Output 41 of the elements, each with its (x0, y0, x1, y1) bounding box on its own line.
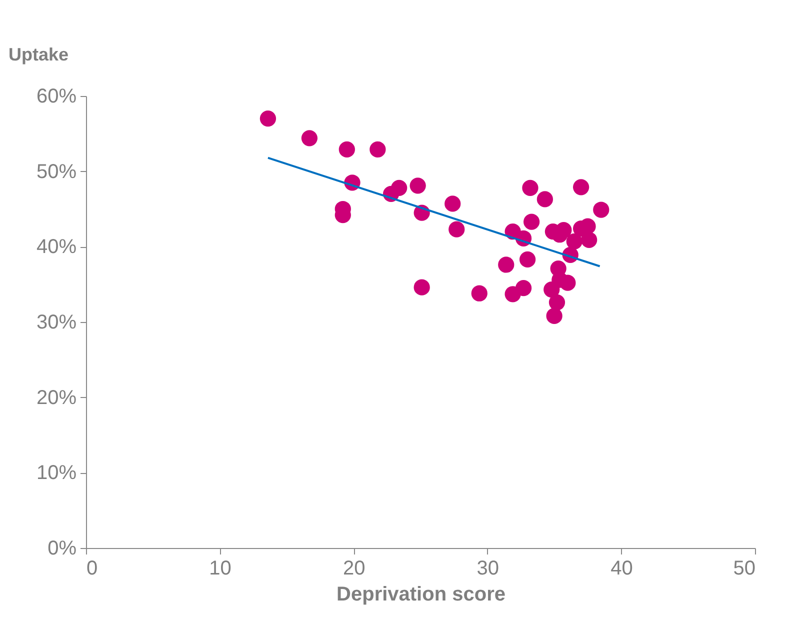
point (414, 279, 430, 296)
point (573, 179, 590, 196)
y-tick-label: 40% (36, 236, 77, 258)
point (301, 130, 318, 146)
point (556, 222, 572, 238)
y-axis-title: Uptake (8, 44, 69, 64)
point (522, 180, 538, 196)
y-tick-label: 0% (48, 538, 77, 560)
x-axis-title: Deprivation score (336, 584, 506, 606)
point (566, 233, 582, 250)
point (471, 285, 488, 302)
point (548, 294, 566, 310)
point (581, 232, 598, 248)
point (260, 110, 276, 127)
point (536, 191, 553, 208)
point (560, 274, 576, 291)
y-tick-label: 60% (36, 86, 77, 108)
x-tick-label: 0 (86, 558, 98, 580)
point (338, 141, 355, 158)
point (391, 180, 408, 196)
point (523, 214, 540, 230)
x-tick-label: 30 (476, 558, 500, 580)
x-tick-label: 40 (610, 558, 633, 580)
y-tick-label: 10% (36, 462, 77, 484)
point (444, 196, 461, 212)
point (504, 286, 521, 302)
x-tick-label: 50 (733, 558, 756, 580)
x-tick-label: 10 (209, 558, 232, 580)
x-tick-label: 20 (342, 558, 366, 580)
point (498, 256, 514, 273)
y-tick-label: 20% (36, 386, 77, 409)
y-tick-label: 50% (36, 160, 77, 183)
y-tick-label: 30% (36, 312, 77, 334)
point (370, 141, 386, 158)
point (546, 308, 562, 324)
point (593, 202, 610, 218)
point (410, 178, 426, 194)
point (580, 218, 596, 234)
point (448, 221, 465, 238)
point (519, 251, 536, 268)
point (544, 282, 560, 298)
